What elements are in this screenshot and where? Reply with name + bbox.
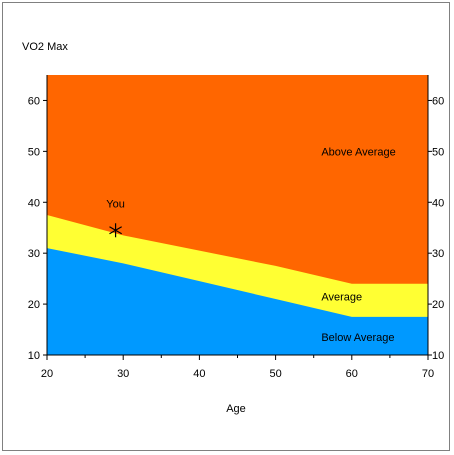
y-tick-label-left: 50 (28, 146, 40, 158)
x-axis-label: Age (226, 403, 246, 415)
x-tick-label: 40 (193, 368, 205, 380)
y-tick-label-right: 20 (432, 299, 444, 311)
y-tick-label-left: 30 (28, 248, 40, 260)
y-tick-label-right: 10 (432, 350, 444, 362)
y-tick-label-left: 40 (28, 197, 40, 209)
y-tick-label-right: 30 (432, 248, 444, 260)
annotation-label: Below Average (321, 332, 394, 344)
y-tick-label-right: 50 (432, 146, 444, 158)
you-marker-label: You (106, 198, 125, 210)
y-tick-label-left: 10 (28, 350, 40, 362)
chart-title: VO2 Max (22, 41, 68, 53)
band-below-average (47, 248, 428, 355)
y-tick-label-left: 20 (28, 299, 40, 311)
x-tick-label: 60 (346, 368, 358, 380)
annotation-label: Above Average (321, 146, 395, 158)
you-marker (109, 223, 122, 238)
x-tick-label: 30 (117, 368, 129, 380)
y-tick-label-right: 40 (432, 197, 444, 209)
y-tick-label-left: 60 (28, 95, 40, 107)
x-tick-label: 50 (269, 368, 281, 380)
annotation-label: Average (321, 291, 362, 303)
x-tick-label: 20 (41, 368, 53, 380)
y-tick-label-right: 60 (432, 95, 444, 107)
x-tick-label: 70 (422, 368, 434, 380)
